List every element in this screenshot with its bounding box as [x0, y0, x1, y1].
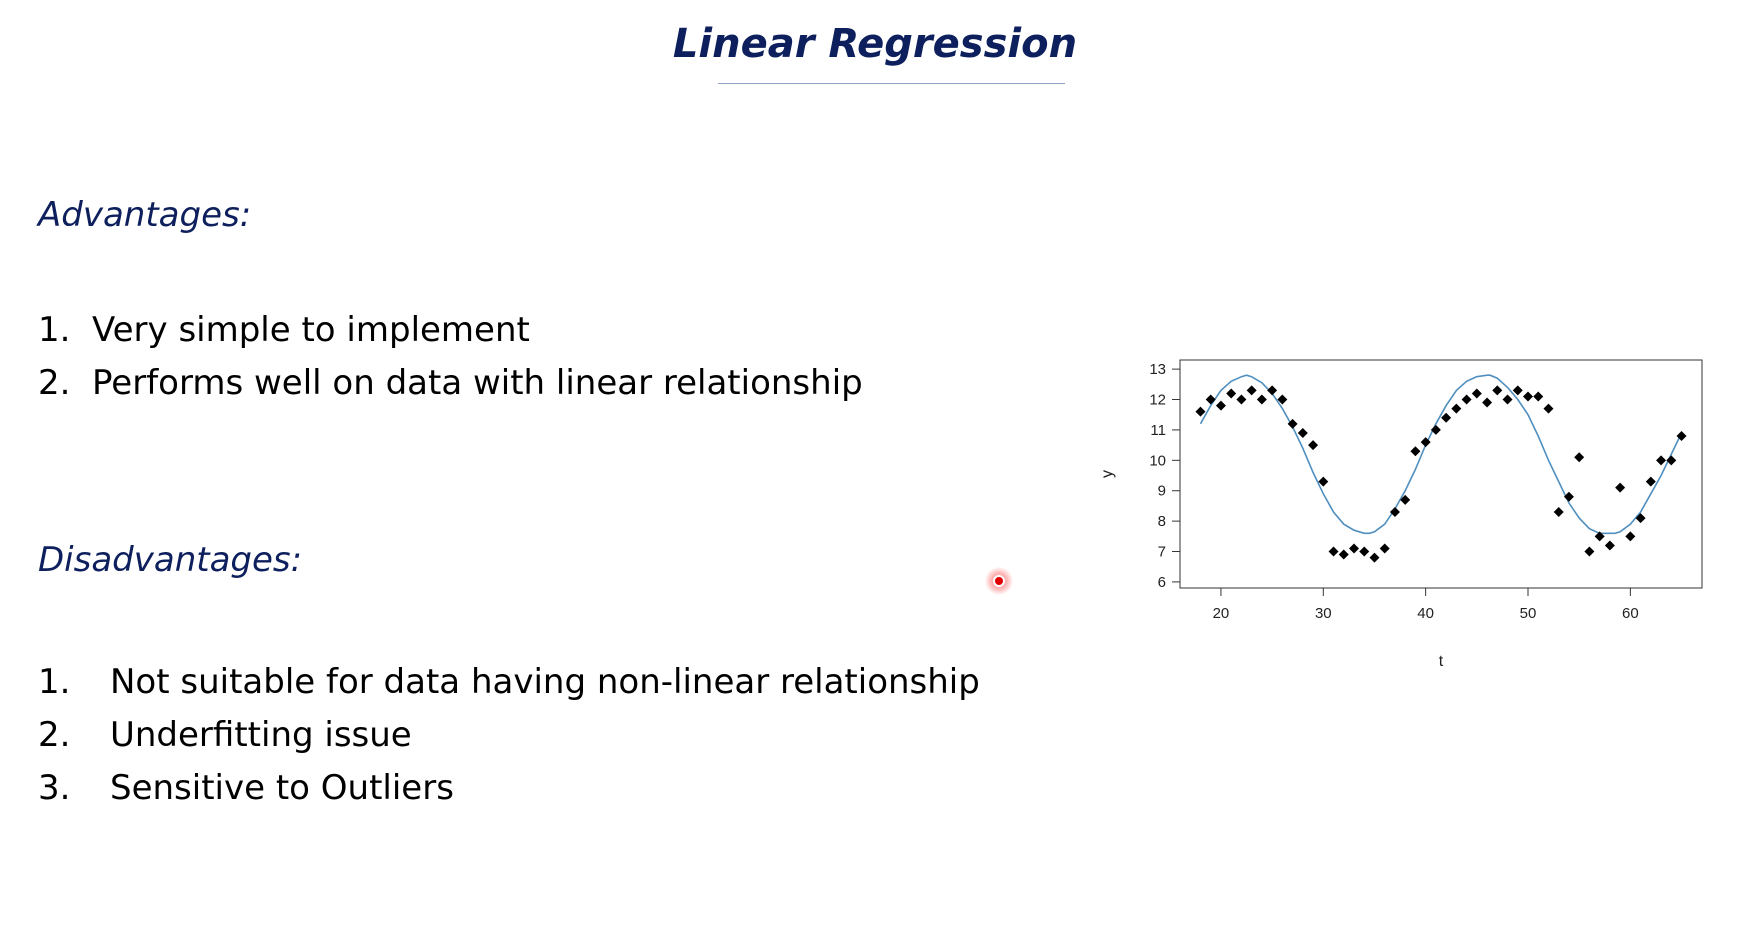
y-tick-label: 10 — [1149, 452, 1166, 469]
y-tick-label: 12 — [1149, 392, 1166, 409]
data-point — [1430, 424, 1441, 435]
data-point — [1400, 494, 1411, 505]
title-underline — [718, 83, 1065, 84]
list-item-number: 3. — [38, 768, 71, 808]
data-point — [1359, 546, 1370, 557]
data-point — [1379, 543, 1390, 554]
data-point — [1205, 394, 1216, 405]
advantages-heading: Advantages: — [38, 195, 252, 235]
data-point — [1492, 385, 1503, 396]
data-point — [1482, 397, 1493, 408]
data-point — [1563, 491, 1574, 502]
data-point — [1502, 394, 1513, 405]
list-item-text: Very simple to implement — [92, 310, 530, 350]
list-item-number: 1. — [38, 662, 71, 702]
data-point — [1512, 385, 1523, 396]
data-point — [1676, 431, 1687, 441]
data-point — [1267, 385, 1278, 396]
list-item-text: Performs well on data with linear relati… — [92, 363, 863, 403]
data-point — [1523, 391, 1533, 402]
scatter-plot: 6 7 8 9 10 11 12 13 20 30 40 50 60 t y — [1090, 340, 1740, 685]
y-tick-label: 13 — [1149, 361, 1166, 378]
data-point — [1297, 427, 1308, 438]
y-axis-label: y — [1099, 470, 1116, 478]
data-point — [1195, 406, 1206, 417]
data-point — [1215, 400, 1226, 411]
slide-title: Linear Regression — [672, 21, 1078, 67]
data-point — [1666, 455, 1677, 466]
data-point — [1410, 446, 1421, 457]
x-axis: 20 30 40 50 60 — [1213, 588, 1639, 622]
data-point — [1645, 476, 1656, 487]
data-point — [1369, 552, 1380, 563]
fit-curve — [1199, 374, 1683, 535]
data-point — [1584, 546, 1595, 557]
x-axis-label: t — [1439, 653, 1444, 670]
list-item-text: Sensitive to Outliers — [110, 768, 454, 808]
data-points — [1195, 385, 1687, 563]
x-tick-label: 30 — [1315, 605, 1332, 622]
data-point — [1615, 482, 1626, 493]
data-point — [1594, 531, 1605, 542]
data-point — [1420, 437, 1431, 448]
data-point — [1604, 540, 1615, 551]
data-point — [1277, 394, 1288, 405]
data-point — [1349, 543, 1359, 554]
data-point — [1236, 394, 1247, 405]
data-point — [1246, 385, 1257, 396]
y-tick-label: 6 — [1158, 574, 1166, 591]
x-tick-label: 20 — [1213, 605, 1230, 622]
data-point — [1533, 391, 1544, 402]
data-point — [1308, 440, 1319, 451]
data-point — [1226, 388, 1237, 399]
x-tick-label: 60 — [1622, 605, 1639, 622]
y-axis: 6 7 8 9 10 11 12 13 — [1149, 361, 1180, 591]
data-point — [1256, 394, 1267, 405]
data-point — [1461, 394, 1472, 405]
disadvantages-heading: Disadvantages: — [38, 540, 303, 580]
data-point — [1574, 452, 1585, 463]
list-item-text: Not suitable for data having non-linear … — [110, 662, 980, 702]
x-tick-label: 50 — [1520, 605, 1537, 622]
data-point — [1338, 549, 1349, 560]
data-point — [1328, 546, 1339, 557]
list-item-text: Underfitting issue — [110, 715, 412, 755]
y-tick-label: 11 — [1150, 422, 1166, 439]
y-tick-label: 9 — [1158, 483, 1166, 500]
list-item-number: 2. — [38, 363, 71, 403]
data-point — [1389, 507, 1400, 517]
data-point — [1553, 507, 1564, 517]
data-point — [1287, 418, 1298, 429]
data-point — [1656, 455, 1667, 466]
list-item-number: 2. — [38, 715, 71, 755]
data-point — [1451, 403, 1462, 414]
data-point — [1441, 412, 1452, 423]
data-point — [1543, 403, 1554, 414]
y-tick-label: 8 — [1158, 513, 1166, 530]
data-point — [1318, 476, 1329, 487]
y-tick-label: 7 — [1158, 544, 1166, 561]
list-item-number: 1. — [38, 310, 71, 350]
scatter-plot-svg: 6 7 8 9 10 11 12 13 20 30 40 50 60 t y — [1099, 359, 1703, 670]
data-point — [1635, 513, 1646, 524]
laser-pointer-icon — [985, 567, 1013, 595]
data-point — [1471, 388, 1482, 399]
plot-frame — [1179, 359, 1703, 589]
data-point — [1625, 531, 1636, 542]
x-tick-label: 40 — [1417, 605, 1434, 622]
